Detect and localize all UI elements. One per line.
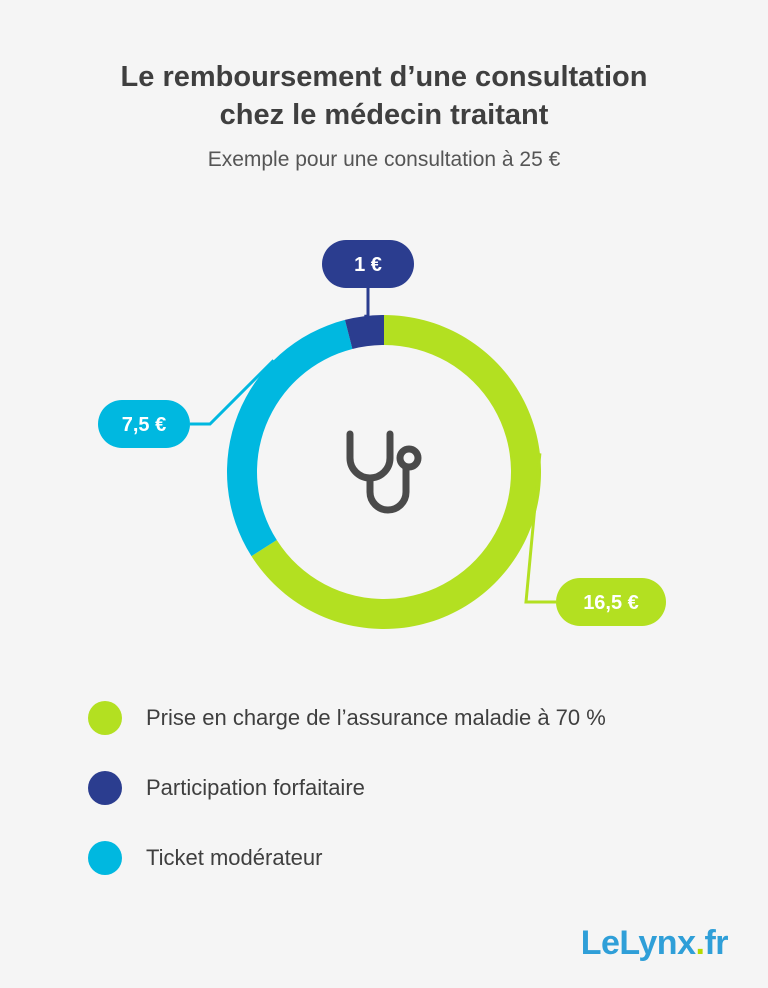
stethoscope-icon xyxy=(346,430,422,514)
legend-dot-green xyxy=(88,701,122,735)
legend-item-assurance-maladie: Prise en charge de l’assurance maladie à… xyxy=(88,700,606,736)
title-line-1: Le remboursement d’une consultation xyxy=(120,61,648,93)
label-connector xyxy=(364,288,370,318)
data-labels: 16,5 € 7,5 € 1 € xyxy=(98,240,666,626)
page-subtitle: Exemple pour une consultation à 25 € xyxy=(207,148,561,171)
label-connectors xyxy=(190,288,556,604)
legend-item-participation-forfaitaire: Participation forfaitaire xyxy=(88,770,606,806)
brand-tld: fr xyxy=(704,924,728,962)
data-label: 16,5 € xyxy=(583,592,639,614)
legend: Prise en charge de l’assurance maladie à… xyxy=(88,700,606,910)
title-line-2: chez le médecin traitant xyxy=(219,99,549,131)
data-label-badge xyxy=(556,578,666,626)
data-label-badge xyxy=(322,240,414,288)
data-label: 7,5 € xyxy=(122,414,166,436)
label-connector xyxy=(524,453,556,604)
donut-slices xyxy=(226,315,541,630)
brand-dot: . xyxy=(695,924,705,962)
legend-dot-cyan xyxy=(88,841,122,875)
data-label-badge xyxy=(98,400,190,448)
page-title: Le remboursement d’une consultation chez… xyxy=(0,58,768,134)
donut-slice xyxy=(344,315,384,349)
legend-label: Participation forfaitaire xyxy=(146,775,365,800)
legend-dot-navy xyxy=(88,771,122,805)
label-connector xyxy=(190,359,275,426)
data-label: 1 € xyxy=(354,254,382,276)
donut-slice xyxy=(226,319,353,557)
legend-label: Prise en charge de l’assurance maladie à… xyxy=(146,705,606,730)
donut-chart: 16,5 € 7,5 € 1 € xyxy=(98,240,666,630)
legend-label: Ticket modérateur xyxy=(146,845,323,870)
brand-name: LeLynx xyxy=(580,924,696,962)
legend-item-ticket-moderateur: Ticket modérateur xyxy=(88,840,606,876)
brand-logo: LeLynx.fr xyxy=(580,924,729,963)
